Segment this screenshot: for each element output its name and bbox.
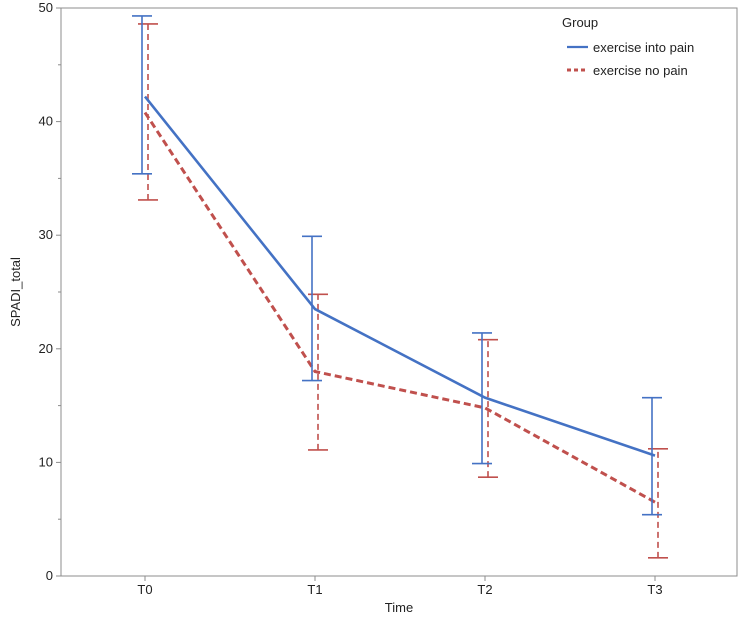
y-tick-label-30: 30 bbox=[39, 227, 53, 242]
y-tick-label-50: 50 bbox=[39, 0, 53, 15]
legend-label-exercise-into-pain: exercise into pain bbox=[593, 40, 694, 55]
x-axis: T0 T1 T2 T3 bbox=[137, 576, 663, 597]
series-exercise-into-pain bbox=[132, 15, 662, 516]
y-tick-label-0: 0 bbox=[46, 568, 53, 583]
plot-frame bbox=[60, 7, 738, 577]
legend-label-exercise-no-pain: exercise no pain bbox=[593, 63, 688, 78]
y-tick-label-20: 20 bbox=[39, 341, 53, 356]
x-tick-label-T2: T2 bbox=[477, 582, 492, 597]
y-axis-title: SPADI_total bbox=[8, 257, 23, 327]
x-axis-title: Time bbox=[385, 600, 413, 615]
series-layer bbox=[132, 15, 668, 559]
legend: Group exercise into pain exercise no pai… bbox=[562, 15, 694, 78]
series-line-exercise-no-pain bbox=[143, 111, 656, 504]
x-tick-label-T0: T0 bbox=[137, 582, 152, 597]
y-tick-label-40: 40 bbox=[39, 114, 53, 129]
legend-title: Group bbox=[562, 15, 598, 30]
series-line-exercise-into-pain bbox=[143, 95, 656, 457]
y-axis: 0 10 20 30 40 50 bbox=[39, 0, 61, 583]
x-tick-label-T1: T1 bbox=[307, 582, 322, 597]
x-tick-label-T3: T3 bbox=[647, 582, 662, 597]
y-tick-label-10: 10 bbox=[39, 454, 53, 469]
